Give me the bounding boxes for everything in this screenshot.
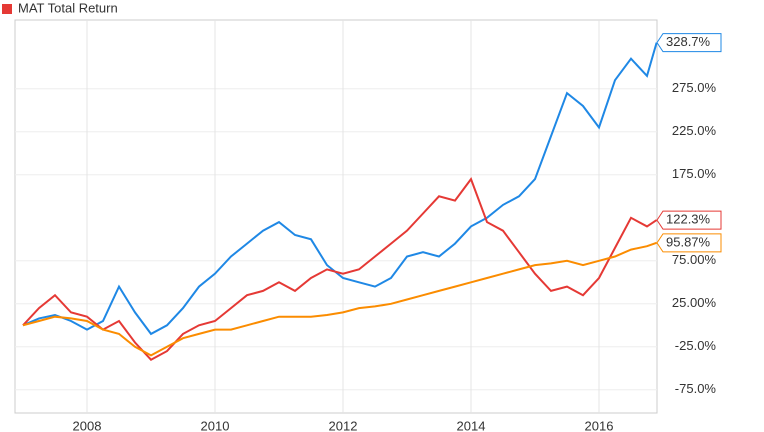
y-tick-label: -25.0% [675, 338, 717, 353]
y-tick-label: -75.0% [675, 381, 717, 396]
end-label-text: 95.87% [666, 234, 711, 249]
y-tick-label: 175.0% [672, 166, 717, 181]
y-tick-label: 275.0% [672, 80, 717, 95]
legend-swatch [2, 4, 12, 14]
end-label-box [656, 33, 722, 53]
end-label: 95.87% [656, 233, 722, 253]
series-line [22, 177, 658, 361]
end-label-text: 328.7% [666, 34, 711, 49]
plot-area [14, 19, 658, 414]
x-tick-label: 2008 [73, 418, 102, 432]
x-tick-label: 2014 [457, 418, 486, 432]
x-tick-label: 2010 [201, 418, 230, 432]
end-label-box [656, 210, 722, 230]
x-tick-label: 2016 [585, 418, 614, 432]
end-label: 328.7% [656, 33, 722, 53]
y-tick-label: 25.00% [672, 295, 717, 310]
end-label-box [656, 233, 722, 253]
end-label: 122.3% [656, 210, 722, 230]
y-tick-label: 75.00% [672, 252, 717, 267]
legend-label: MAT Total Return [18, 0, 118, 15]
y-tick-label: 225.0% [672, 123, 717, 138]
end-label-text: 122.3% [666, 212, 711, 227]
series-line [22, 42, 658, 336]
x-tick-label: 2012 [329, 418, 358, 432]
series-line [22, 241, 657, 357]
